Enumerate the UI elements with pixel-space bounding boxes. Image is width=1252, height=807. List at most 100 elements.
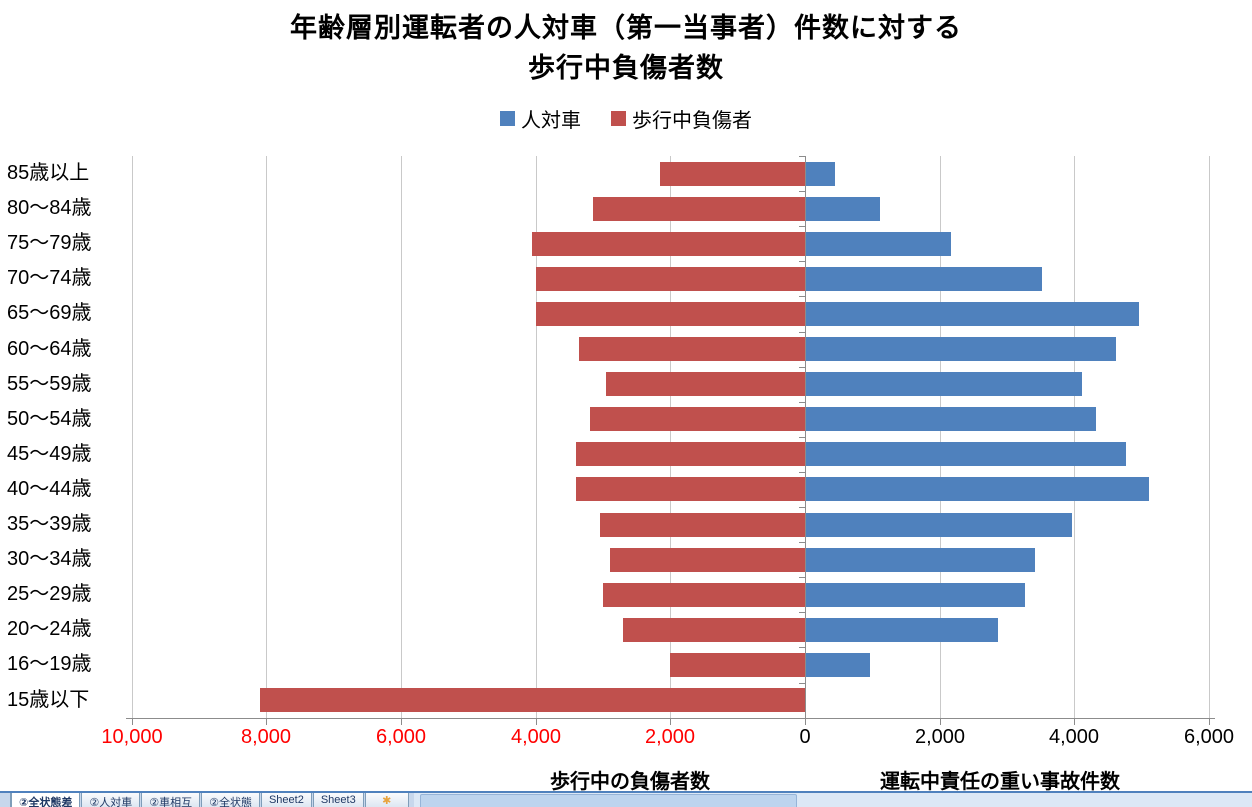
x-axis-tick-label: 6,000 (375, 726, 427, 748)
category-label: 20～24歳 (7, 618, 92, 640)
tab-scroll-area[interactable] (0, 793, 11, 807)
bar-person-vs-car (806, 267, 1042, 291)
x-axis-line (126, 718, 1215, 719)
category-label: 60～64歳 (7, 338, 92, 360)
x-axis-title-right: 運転中責任の重い事故件数 (880, 771, 1120, 793)
sheet-tab[interactable]: ②全状態差 (11, 793, 81, 807)
category-axis-line (805, 156, 806, 718)
gridline (132, 156, 133, 718)
sheet-tab[interactable]: Sheet2 (260, 793, 312, 807)
chart-title: 年齢層別運転者の人対車（第一当事者）件数に対する 歩行中負傷者数 (0, 8, 1252, 88)
bar-pedestrian-injured (260, 688, 805, 712)
sheet-tab[interactable]: Sheet3 (312, 793, 364, 807)
bar-person-vs-car (806, 232, 951, 256)
category-label: 15歳以下 (7, 689, 90, 711)
gridline (1209, 156, 1210, 718)
axis-tick (670, 718, 671, 725)
scrollbar-thumb[interactable] (419, 794, 797, 807)
bar-pedestrian-injured (536, 267, 805, 291)
category-label: 16～19歳 (7, 653, 92, 675)
insert-worksheet-icon[interactable]: ✱ (364, 793, 409, 807)
axis-tick (401, 718, 402, 725)
axis-tick (1074, 718, 1075, 725)
category-label: 75～79歳 (7, 232, 92, 254)
bar-person-vs-car (806, 653, 870, 677)
category-label: 35～39歳 (7, 513, 92, 535)
bar-pedestrian-injured (623, 618, 805, 642)
legend-swatch-red-icon (611, 111, 626, 126)
bar-pedestrian-injured (606, 372, 805, 396)
category-axis-tick (799, 542, 805, 543)
bar-pedestrian-injured (532, 232, 805, 256)
x-axis-tick-label: 2,000 (914, 726, 966, 748)
x-axis-tick-label: 4,000 (510, 726, 562, 748)
plot-area: 10,000 8,000 6,000 4,000 2,000 0 2,000 4,000 6,0… (0, 156, 1252, 807)
x-axis-tick-label: 6,000 (1183, 726, 1235, 748)
category-label: 50～54歳 (7, 408, 92, 430)
bar-pedestrian-injured (670, 653, 805, 677)
axis-tick (132, 718, 133, 725)
bar-person-vs-car (806, 372, 1082, 396)
bar-person-vs-car (806, 618, 998, 642)
sheet-tab[interactable]: ②全状態 (201, 793, 260, 807)
bar-person-vs-car (806, 302, 1139, 326)
category-axis-tick (799, 437, 805, 438)
legend-label-pedestrian-injured: 歩行中負傷者 (632, 110, 752, 132)
category-label: 65～69歳 (7, 302, 92, 324)
category-axis-tick (799, 191, 805, 192)
category-axis-tick (799, 577, 805, 578)
category-label: 25～29歳 (7, 583, 92, 605)
bar-person-vs-car (806, 513, 1072, 537)
bar-person-vs-car (806, 407, 1096, 431)
category-label: 30～34歳 (7, 548, 92, 570)
gridline (266, 156, 267, 718)
bar-person-vs-car (806, 162, 835, 186)
bar-pedestrian-injured (603, 583, 805, 607)
bar-pedestrian-injured (579, 337, 805, 361)
chart-title-line1: 年齢層別運転者の人対車（第一当事者）件数に対する (290, 13, 962, 43)
sheet-tab[interactable]: ②人対車 (81, 793, 141, 807)
x-axis-tick-label: 10,000 (101, 726, 163, 748)
category-label: 40～44歳 (7, 478, 92, 500)
x-axis-tick-label: 8,000 (240, 726, 292, 748)
gridline (1074, 156, 1075, 718)
bar-person-vs-car (806, 477, 1149, 501)
bar-person-vs-car (806, 583, 1025, 607)
category-axis-tick (799, 472, 805, 473)
category-axis-tick (799, 683, 805, 684)
category-axis-tick (799, 718, 805, 719)
gridline (401, 156, 402, 718)
category-axis-tick (799, 612, 805, 613)
gridline (670, 156, 671, 718)
category-axis-tick (799, 367, 805, 368)
legend-swatch-blue-icon (500, 111, 515, 126)
horizontal-scrollbar[interactable] (413, 793, 1252, 807)
category-axis-tick (799, 226, 805, 227)
bar-pedestrian-injured (536, 302, 805, 326)
axis-tick (536, 718, 537, 725)
category-axis-tick (799, 402, 805, 403)
x-axis-title-left: 歩行中の負傷者数 (550, 771, 710, 793)
bar-person-vs-car (806, 337, 1116, 361)
category-label: 55～59歳 (7, 373, 92, 395)
category-axis-tick (799, 507, 805, 508)
gridline (940, 156, 941, 718)
bar-person-vs-car (806, 442, 1126, 466)
axis-tick (805, 718, 806, 725)
bar-person-vs-car (806, 548, 1035, 572)
legend-item-person-vs-car: 人対車 (500, 104, 581, 133)
bar-pedestrian-injured (600, 513, 805, 537)
category-axis-tick (799, 647, 805, 648)
sheet-tab-bar: ②全状態差 ②人対車 ②車相互 ②全状態 Sheet2 Sheet3 ✱ (0, 791, 1252, 807)
category-axis-tick (799, 156, 805, 157)
category-axis-tick (799, 296, 805, 297)
x-axis-tick-label: 4,000 (1048, 726, 1100, 748)
x-axis-tick-label: 2,000 (644, 726, 696, 748)
gridline (536, 156, 537, 718)
category-label: 45～49歳 (7, 443, 92, 465)
sheet-tab[interactable]: ②車相互 (141, 793, 201, 807)
category-label: 85歳以上 (7, 162, 90, 184)
category-axis-tick (799, 332, 805, 333)
bar-pedestrian-injured (610, 548, 805, 572)
